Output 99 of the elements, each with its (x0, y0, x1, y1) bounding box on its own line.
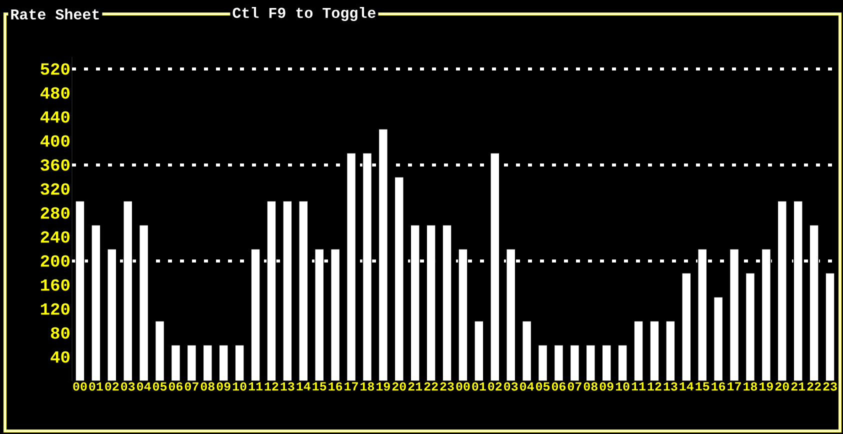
bar (650, 320, 660, 382)
x-tick-label: 15 (696, 382, 710, 391)
bar (522, 320, 532, 382)
bar (474, 320, 484, 382)
x-tick-label: 07 (568, 382, 582, 391)
bar (170, 344, 181, 382)
bar (250, 248, 260, 382)
x-tick-label: 09 (600, 382, 614, 391)
bar (825, 272, 835, 382)
bar (586, 344, 596, 382)
bar (378, 128, 388, 382)
x-tick-label: 06 (552, 382, 566, 391)
x-tick-label: 13 (280, 382, 294, 391)
x-tick-label: 01 (472, 382, 486, 391)
x-tick-label: 10 (616, 382, 630, 391)
x-tick-label: 03 (504, 382, 518, 391)
bar (602, 344, 612, 382)
y-tick-label: 440 (40, 111, 70, 123)
x-tick-label: 19 (760, 382, 773, 391)
bar (713, 296, 724, 382)
x-tick-label: 23 (823, 382, 837, 391)
y-tick-label: 80 (50, 327, 70, 339)
bar (634, 320, 644, 382)
x-tick-label: 04 (137, 382, 151, 391)
y-tick-label: 480 (40, 87, 70, 99)
bar (346, 152, 356, 382)
y-tick-label: 40 (50, 351, 70, 363)
bar (394, 176, 404, 382)
x-tick-label: 20 (392, 382, 406, 391)
x-tick-label: 19 (376, 382, 390, 391)
x-tick-label: 22 (807, 382, 821, 391)
x-tick-label: 21 (791, 382, 806, 391)
chart-title: Rate Sheet (11, 8, 99, 20)
x-tick-label: 14 (680, 382, 694, 390)
x-tick-label: 02 (488, 382, 502, 391)
x-tick-label: 15 (312, 382, 326, 391)
bar (682, 272, 692, 382)
x-tick-label: 22 (424, 382, 438, 391)
x-tick-label: 06 (168, 382, 183, 391)
y-tick-label: 200 (40, 255, 70, 267)
x-tick-label: 20 (775, 382, 789, 391)
bar (234, 344, 244, 382)
bar (298, 200, 308, 382)
x-tick-label: 07 (184, 382, 198, 391)
bar (490, 152, 500, 382)
y-tick-label: 320 (40, 183, 70, 195)
bar (554, 344, 564, 382)
x-tick-label: 08 (584, 382, 598, 391)
bar (218, 344, 229, 382)
y-tick-label: 280 (40, 207, 70, 219)
x-tick-label: 03 (121, 382, 135, 391)
bar (666, 320, 676, 382)
x-tick-label: 16 (328, 382, 342, 391)
bar (138, 224, 149, 382)
x-tick-label: 04 (520, 382, 534, 391)
y-tick-label: 120 (41, 303, 70, 315)
chart-subtitle: Ctl F9 to Toggle (232, 6, 376, 22)
bar (618, 344, 628, 382)
x-tick-label: 12 (264, 382, 278, 391)
x-tick-label: 16 (712, 382, 726, 391)
bar (330, 248, 340, 382)
x-tick-label: 02 (105, 382, 119, 391)
bar (729, 248, 740, 382)
bar (186, 344, 197, 382)
y-tick-label: 240 (40, 231, 70, 243)
x-tick-label: 05 (152, 382, 167, 391)
bar (538, 344, 548, 382)
bar (91, 224, 101, 382)
y-tick-label: 160 (41, 279, 70, 291)
x-tick-label: 01 (89, 382, 103, 391)
bar (154, 320, 165, 382)
bar (426, 224, 436, 382)
x-tick-label: 17 (344, 382, 358, 390)
x-tick-label: 11 (248, 382, 262, 390)
x-tick-label: 13 (664, 382, 678, 391)
x-tick-label: 17 (728, 382, 741, 390)
bar (570, 344, 580, 382)
x-tick-label: 23 (440, 382, 454, 391)
x-tick-label: 05 (536, 382, 550, 391)
bar (107, 248, 117, 382)
bar (745, 272, 756, 382)
x-tick-label: 08 (200, 382, 214, 391)
x-tick-label: 00 (73, 382, 87, 391)
x-tick-label: 18 (360, 382, 374, 391)
x-tick-label: 09 (216, 382, 230, 391)
x-tick-label: 14 (296, 382, 311, 390)
x-tick-label: 21 (408, 382, 422, 391)
y-tick-label: 400 (40, 135, 70, 147)
x-tick-label: 18 (744, 382, 758, 391)
x-tick-label: 12 (648, 382, 662, 391)
bar (777, 200, 788, 382)
bar (442, 224, 452, 382)
y-tick-label: 520 (40, 63, 70, 75)
x-tick-label: 10 (232, 382, 246, 391)
x-tick-label: 11 (632, 382, 646, 390)
x-tick-label: 00 (456, 382, 470, 391)
y-tick-label: 360 (40, 159, 70, 171)
bar (202, 344, 213, 382)
bar (282, 200, 292, 382)
